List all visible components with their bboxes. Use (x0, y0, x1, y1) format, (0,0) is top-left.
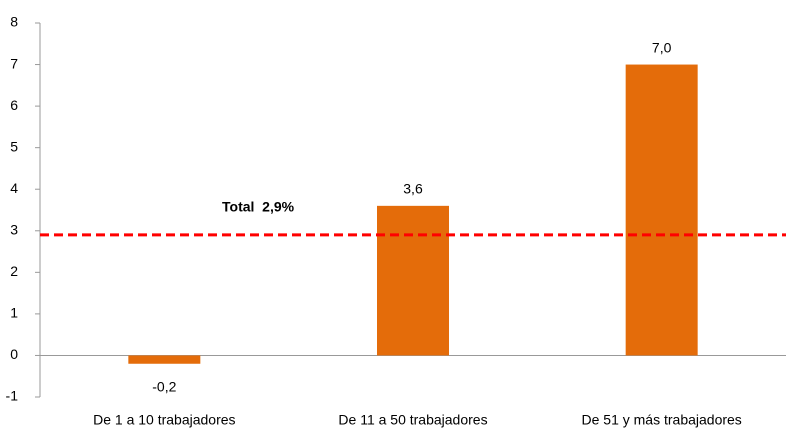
value-label: 3,6 (403, 181, 423, 197)
y-tick-label: 7 (10, 55, 18, 71)
y-tick-label: 6 (10, 97, 18, 113)
reference-label: Total 2,9% (222, 199, 295, 215)
y-tick-label: 2 (10, 263, 18, 279)
y-tick-label: -1 (6, 388, 19, 404)
y-tick-label: 3 (10, 221, 18, 237)
value-label: 7,0 (652, 39, 672, 55)
y-tick-label: 8 (10, 14, 18, 30)
bar (625, 64, 698, 356)
y-tick-label: 5 (10, 138, 18, 154)
bar (128, 355, 201, 364)
x-tick-label: De 11 a 50 trabajadores (338, 412, 487, 428)
y-tick-label: 1 (10, 305, 18, 321)
y-tick-label: 0 (10, 346, 18, 362)
x-tick-label: De 51 y más trabajadores (582, 412, 742, 428)
bar (377, 205, 449, 356)
x-tick-label: De 1 a 10 trabajadores (93, 412, 235, 428)
y-tick-label: 4 (10, 180, 18, 196)
value-label: -0,2 (152, 378, 176, 394)
